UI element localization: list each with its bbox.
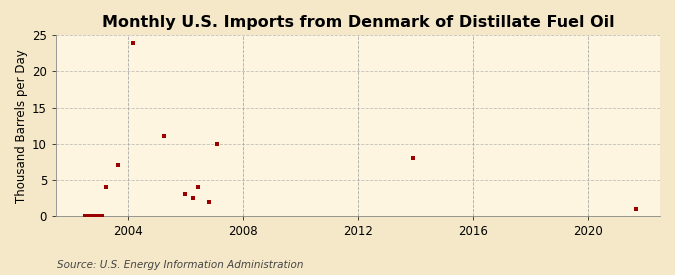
- Point: [128, 40, 138, 45]
- Point: [101, 185, 112, 189]
- Point: [113, 163, 124, 167]
- Point: [204, 199, 215, 204]
- Point: [94, 214, 105, 218]
- Point: [192, 185, 203, 189]
- Point: [85, 214, 96, 218]
- Y-axis label: Thousand Barrels per Day: Thousand Barrels per Day: [15, 49, 28, 202]
- Point: [97, 214, 107, 218]
- Text: Source: U.S. Energy Information Administration: Source: U.S. Energy Information Administ…: [57, 260, 304, 270]
- Point: [630, 207, 641, 211]
- Point: [88, 214, 99, 218]
- Point: [82, 214, 93, 218]
- Point: [408, 156, 418, 160]
- Title: Monthly U.S. Imports from Denmark of Distillate Fuel Oil: Monthly U.S. Imports from Denmark of Dis…: [102, 15, 614, 30]
- Point: [80, 214, 90, 218]
- Point: [180, 192, 191, 197]
- Point: [187, 196, 198, 200]
- Point: [91, 214, 102, 218]
- Point: [159, 134, 169, 139]
- Point: [211, 142, 222, 146]
